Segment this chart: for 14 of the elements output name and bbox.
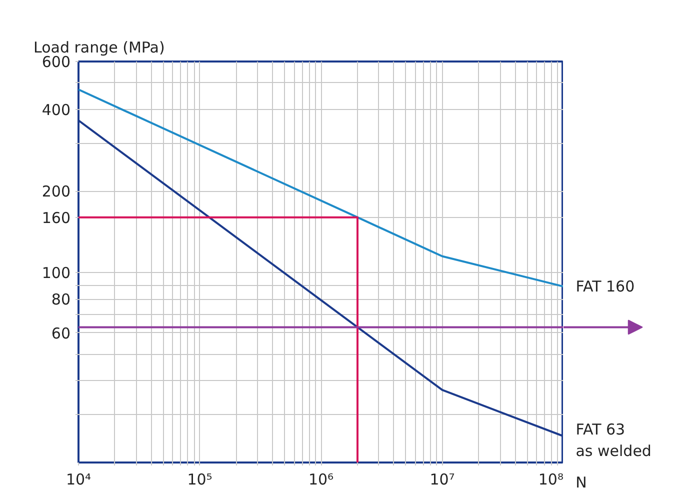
y-tick-label: 200 xyxy=(42,182,71,201)
x-tick-label: 10⁴ xyxy=(66,470,92,488)
y-tick-label: 400 xyxy=(42,100,71,119)
x-tick-label: 10⁵ xyxy=(187,470,212,488)
y-tick-label: 100 xyxy=(42,264,71,282)
x-tick-label: 10⁶ xyxy=(308,470,334,488)
y-tick-label: 160 xyxy=(42,208,71,227)
series-label: FAT 160 xyxy=(576,277,635,296)
x-axis-title: N xyxy=(576,474,587,492)
y-tick-label: 60 xyxy=(51,324,71,342)
x-tick-label: 10⁸ xyxy=(538,470,564,488)
x-tick-label: 10⁷ xyxy=(430,470,455,488)
y-tick-label: 80 xyxy=(51,290,71,309)
series-label: FAT 63 as welded xyxy=(576,420,652,460)
